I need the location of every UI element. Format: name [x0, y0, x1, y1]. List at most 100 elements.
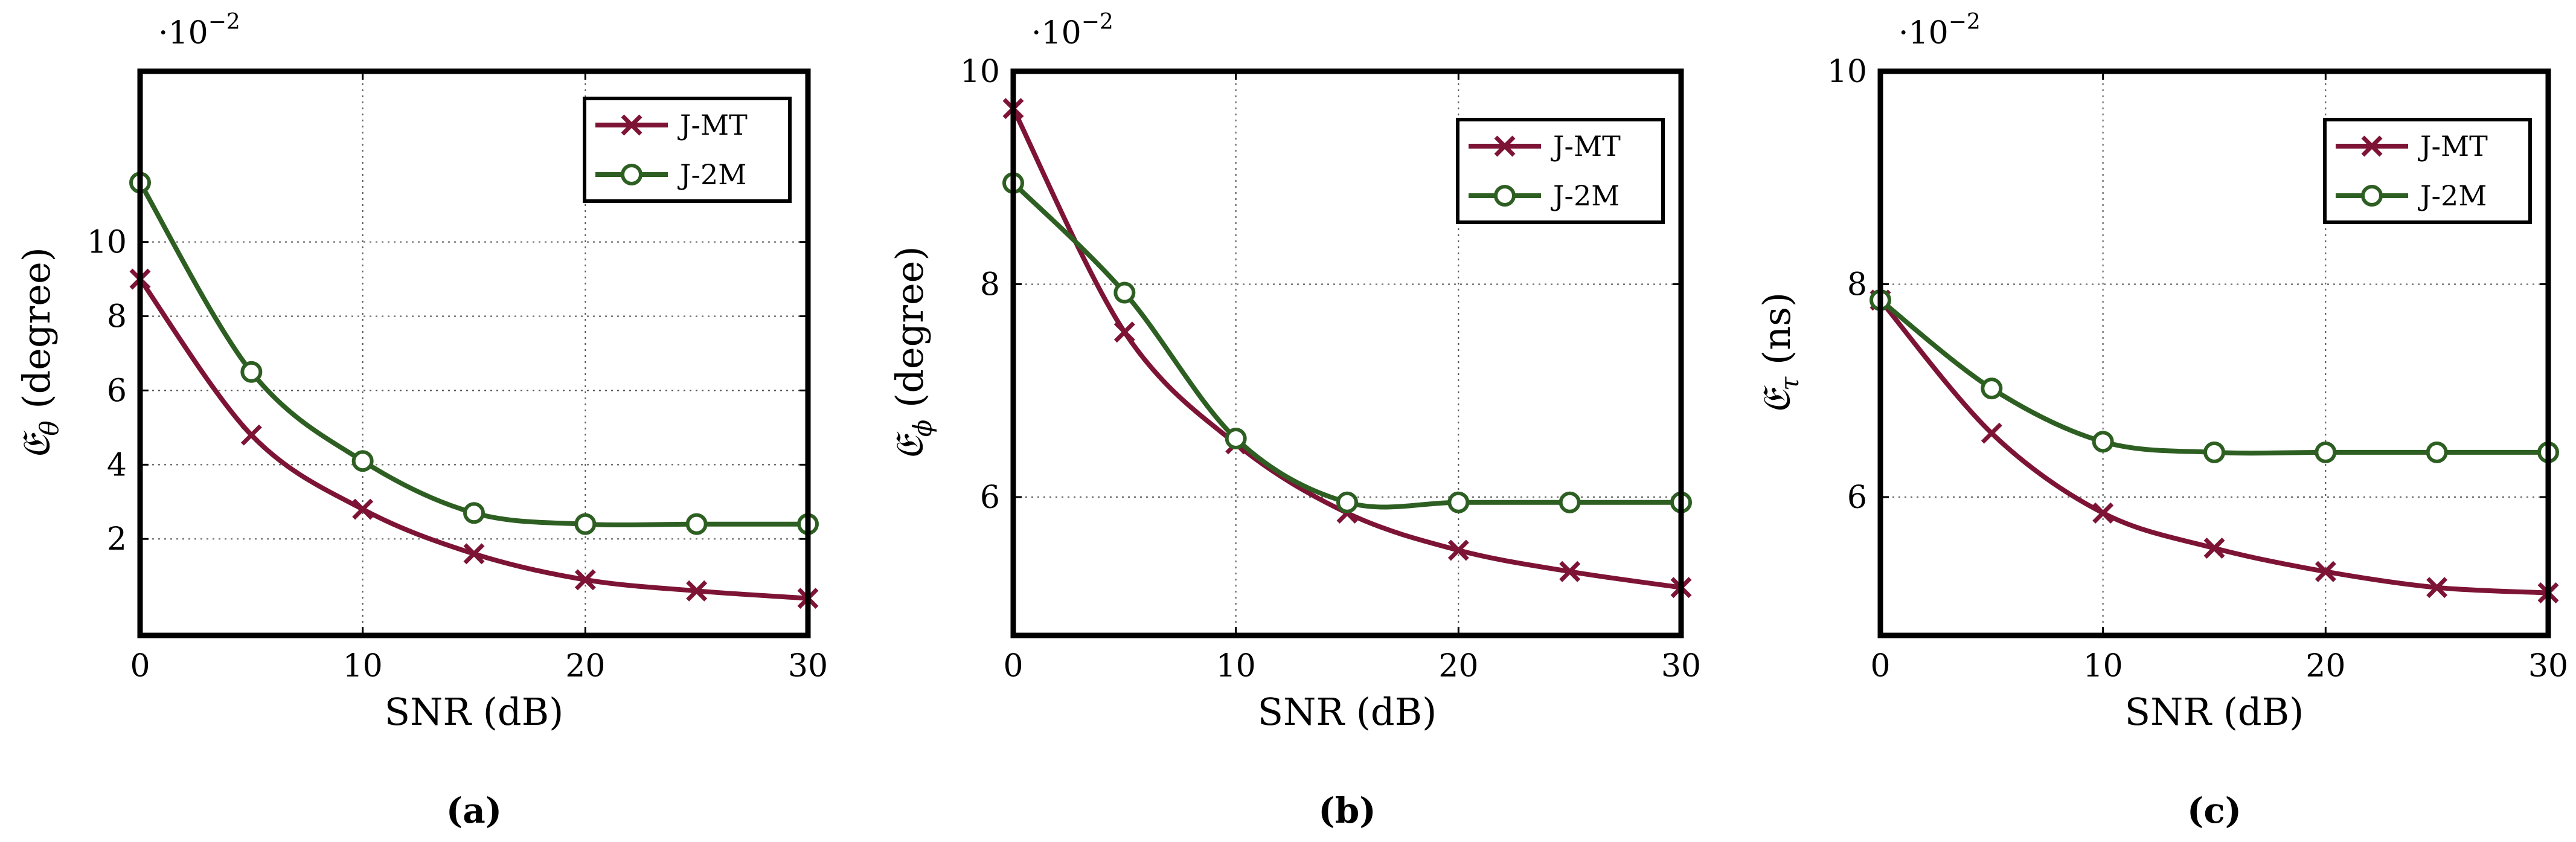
chart-panel-c: 0 10 20 30 6 8 10 ·10−2 SNR (dB) 𝔈τ (ns) J-MT J-2M (… — [1755, 10, 2568, 831]
y-tick-label: 8 — [107, 299, 127, 335]
data-point-j-mt — [2426, 577, 2448, 599]
legend-label-j-2m: J-2M — [678, 158, 746, 191]
x-tick-label: 20 — [1438, 648, 1478, 684]
axis-multiplier-base: ·10 — [158, 15, 208, 51]
data-point-j-mt — [2092, 502, 2114, 524]
data-point-j-2m — [574, 513, 597, 535]
plot-frame — [137, 68, 811, 638]
y-axis-subscript: τ — [1775, 376, 1804, 391]
data-point-j-mt — [463, 543, 485, 565]
data-point-j-mt — [574, 569, 596, 591]
legend: J-MT J-2M — [583, 97, 792, 203]
legend-marker-j-2m — [621, 164, 642, 185]
x-axis-label: SNR (dB) — [2125, 690, 2304, 734]
legend-label-j-mt: J-MT — [1551, 130, 1621, 162]
axis-multiplier-label: ·10−2 — [158, 10, 240, 51]
x-tick-label: 30 — [2528, 648, 2568, 684]
axis-multiplier-base: ·10 — [1031, 15, 1081, 51]
y-axis-label: 𝔈τ (ns) — [1755, 292, 1804, 414]
legend-box — [583, 97, 792, 203]
legend-label-j-2m: J-2M — [2418, 179, 2487, 212]
data-point-j-mt — [1447, 539, 1469, 561]
legend-box — [1456, 118, 1665, 224]
axis-multiplier-exponent: −2 — [1949, 10, 1981, 34]
legend-label-j-2m: J-2M — [1551, 179, 1620, 212]
data-point-j-mt — [686, 580, 708, 602]
y-axis-label: 𝔈ϕ (degree) — [888, 246, 937, 460]
series-line-j-mt — [1011, 107, 1682, 590]
data-point-j-2m — [240, 361, 263, 383]
data-point-j-mt — [2315, 561, 2336, 582]
y-tick-label: 10 — [87, 225, 127, 261]
x-tick-label: 20 — [2305, 648, 2345, 684]
chart-panel-a: 0 10 20 30 2 4 6 8 10 ·10−2 SNR (dB) 𝔈θ (degree) J-M… — [14, 10, 828, 831]
data-point-j-2m — [685, 513, 708, 535]
panel-caption: (a) — [446, 790, 502, 831]
data-point-j-2m — [2092, 431, 2114, 453]
data-point-j-2m — [1336, 491, 1358, 513]
y-axis-unit: (degree) — [888, 246, 932, 419]
legend-label-j-mt: J-MT — [678, 109, 748, 141]
data-point-j-2m — [1981, 378, 2003, 400]
x-tick-label: 0 — [1870, 648, 1890, 684]
data-point-j-2m — [1113, 281, 1136, 304]
legend-marker-j-mt — [2361, 135, 2383, 157]
legend: J-MT J-2M — [1456, 118, 1665, 224]
series-line-j-mt — [138, 277, 809, 601]
x-tick-label: 30 — [788, 648, 828, 684]
data-point-j-2m — [1559, 491, 1581, 513]
axis-multiplier-label: ·10−2 — [1898, 10, 1981, 51]
legend-box — [2323, 118, 2532, 224]
data-point-j-2m — [1225, 427, 1247, 449]
data-point-j-2m — [2426, 441, 2448, 463]
x-axis-label: SNR (dB) — [385, 690, 564, 734]
y-axis-unit: (degree) — [14, 247, 59, 420]
y-tick-label: 10 — [1827, 54, 1867, 90]
data-point-j-mt — [2203, 538, 2225, 559]
plot-frame — [1010, 68, 1684, 638]
y-tick-label: 8 — [980, 266, 1000, 303]
data-point-j-2m — [351, 450, 374, 472]
axis-multiplier-base: ·10 — [1898, 15, 1949, 51]
y-tick-label: 6 — [1847, 480, 1867, 516]
series-line-j-2m — [1011, 181, 1681, 510]
data-point-j-2m — [1447, 491, 1470, 513]
data-point-j-2m — [2203, 441, 2225, 463]
x-tick-label: 30 — [1661, 648, 1701, 684]
legend-label-j-mt: J-MT — [2418, 130, 2488, 162]
legend: J-MT J-2M — [2323, 118, 2532, 224]
axis-multiplier-label: ·10−2 — [1031, 10, 1113, 51]
legend-marker-j-2m — [1494, 185, 1516, 207]
x-tick-label: 0 — [1003, 648, 1023, 684]
series-line-j-2m — [1879, 298, 2548, 456]
y-tick-label: 6 — [107, 373, 127, 409]
x-tick-label: 10 — [2083, 648, 2123, 684]
x-axis-label: SNR (dB) — [1258, 690, 1437, 734]
data-point-j-mt — [240, 424, 262, 446]
panel-caption: (c) — [2187, 790, 2241, 831]
y-tick-label: 8 — [1847, 266, 1867, 303]
y-tick-label: 2 — [107, 521, 127, 558]
data-point-j-mt — [1981, 422, 2002, 444]
legend-marker-j-mt — [621, 114, 642, 136]
data-point-j-2m — [463, 502, 485, 524]
y-tick-label: 6 — [980, 480, 1000, 516]
data-point-j-2m — [2315, 441, 2337, 463]
data-point-j-mt — [352, 498, 374, 520]
panel-caption: (b) — [1318, 790, 1376, 831]
x-tick-label: 20 — [565, 648, 605, 684]
data-point-j-mt — [1559, 561, 1581, 582]
series-line-j-2m — [138, 181, 808, 528]
y-axis-subscript: ϕ — [908, 420, 937, 437]
legend-marker-j-2m — [2361, 185, 2383, 207]
y-tick-label: 10 — [960, 54, 1000, 90]
data-point-j-mt — [1113, 321, 1135, 343]
x-tick-label: 10 — [343, 648, 383, 684]
y-axis-subscript: θ — [34, 420, 64, 435]
y-tick-label: 4 — [107, 447, 127, 483]
x-tick-label: 10 — [1216, 648, 1256, 684]
legend-marker-j-mt — [1494, 135, 1516, 157]
y-axis-label: 𝔈θ (degree) — [14, 247, 64, 460]
